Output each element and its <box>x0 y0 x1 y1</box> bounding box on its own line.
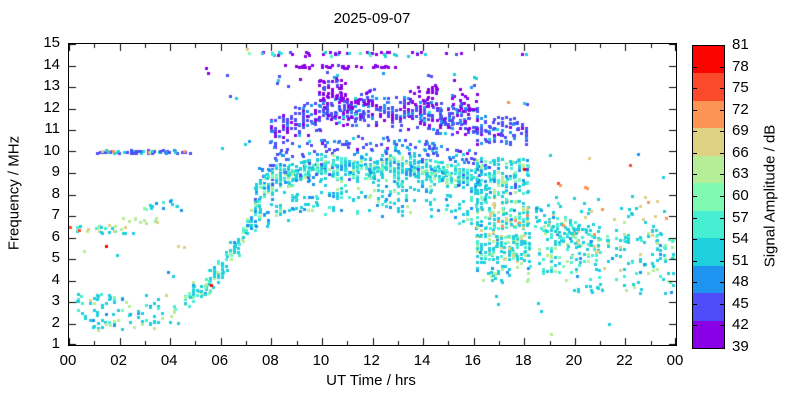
x-tick-label: 22 <box>616 352 633 369</box>
colorbar-tick <box>693 282 697 284</box>
colorbar-tick <box>720 66 724 68</box>
y-tick-label: 13 <box>43 77 60 94</box>
colorbar-block <box>693 73 724 101</box>
x-tick-label: 02 <box>110 352 127 369</box>
colorbar-block <box>693 210 724 239</box>
y-tick-label: 6 <box>51 227 60 245</box>
colorbar-block <box>693 265 724 294</box>
colorbar-tick <box>693 152 697 154</box>
colorbar-tick <box>720 239 724 241</box>
colorbar-tick <box>693 260 697 262</box>
colorbar-tick-label: 66 <box>732 143 749 161</box>
x-tick-label: 10 <box>312 352 330 369</box>
colorbar-block <box>693 46 724 74</box>
colorbar-tick <box>693 66 697 68</box>
colorbar-tick <box>720 174 724 176</box>
colorbar-tick-label: 78 <box>732 57 749 75</box>
colorbar-tick <box>693 109 697 111</box>
x-tick-label: 06 <box>211 352 229 369</box>
y-tick-label: 11 <box>44 120 60 137</box>
y-tick-label: 7 <box>51 206 60 223</box>
colorbar-block <box>693 183 724 211</box>
y-tick-label: 5 <box>51 249 60 266</box>
y-tick-label: 14 <box>43 55 60 73</box>
colorbar-tick-label: 63 <box>732 165 749 183</box>
y-tick-label: 1 <box>51 335 60 352</box>
colorbar-tick <box>693 131 697 133</box>
colorbar-tick-label: 45 <box>732 294 749 312</box>
colorbar-tick <box>720 131 724 133</box>
x-axis-label: UT Time / hrs <box>326 372 416 389</box>
colorbar-block <box>693 128 724 156</box>
colorbar-tick <box>720 303 724 305</box>
x-tick-label: 12 <box>363 352 380 369</box>
y-tick-label: 3 <box>51 292 60 309</box>
colorbar-tick <box>693 325 697 327</box>
colorbar-tick-label: 39 <box>732 338 749 355</box>
x-tick-label: 18 <box>514 352 532 369</box>
colorbar-tick-label: 60 <box>732 187 749 204</box>
x-tick-label: 00 <box>59 352 77 369</box>
colorbar-block <box>693 238 724 266</box>
y-tick-label: 2 <box>51 313 60 331</box>
colorbar-tick-label: 54 <box>732 230 749 248</box>
colorbar-block <box>693 100 724 129</box>
colorbar-tick <box>693 217 697 219</box>
y-tick-label: 4 <box>51 270 60 288</box>
chart-title: 2025-09-07 <box>333 10 411 27</box>
x-tick-label: 04 <box>160 352 178 369</box>
x-tick-label: 20 <box>565 352 583 369</box>
colorbar-block <box>693 293 724 321</box>
colorbar-tick-label: 57 <box>732 208 749 226</box>
colorbar-tick-label: 51 <box>732 251 749 269</box>
plot-area <box>68 43 677 346</box>
x-tick-label: 00 <box>666 352 684 369</box>
colorbar-tick <box>693 196 697 197</box>
colorbar-tick-label: 42 <box>732 316 749 334</box>
colorbar-tick <box>720 260 724 262</box>
x-tick-label: 14 <box>413 352 431 369</box>
colorbar-block <box>693 320 724 348</box>
scatter-plot-canvas <box>69 44 676 345</box>
x-tick-label: 08 <box>261 352 279 369</box>
colorbar-tick <box>693 88 697 90</box>
colorbar-tick-label: 48 <box>732 273 749 291</box>
colorbar-tick-label: 75 <box>732 79 749 97</box>
y-tick-label: 9 <box>51 163 60 180</box>
colorbar-tick <box>693 239 697 241</box>
colorbar-tick <box>720 325 724 327</box>
colorbar-tick <box>693 303 697 305</box>
colorbar-tick <box>720 152 724 154</box>
y-tick-label: 15 <box>43 34 60 51</box>
colorbar-tick-label: 72 <box>732 100 749 118</box>
y-axis-label: Frequency / MHz <box>5 135 23 251</box>
colorbar-block <box>693 155 724 184</box>
colorbar-tick <box>720 282 724 284</box>
colorbar-tick <box>720 88 724 90</box>
x-tick-label: 16 <box>464 352 481 369</box>
colorbar-tick <box>693 174 697 176</box>
y-tick-label: 8 <box>51 184 60 202</box>
colorbar-tick <box>720 217 724 219</box>
colorbar <box>692 45 725 349</box>
colorbar-label: Signal Amplitude / dB <box>761 124 779 268</box>
y-tick-label: 10 <box>43 141 60 159</box>
colorbar-tick-label: 69 <box>732 122 749 140</box>
colorbar-tick <box>720 109 724 111</box>
colorbar-tick <box>720 196 724 197</box>
colorbar-tick-label: 81 <box>732 36 749 53</box>
y-tick-label: 12 <box>43 98 60 116</box>
